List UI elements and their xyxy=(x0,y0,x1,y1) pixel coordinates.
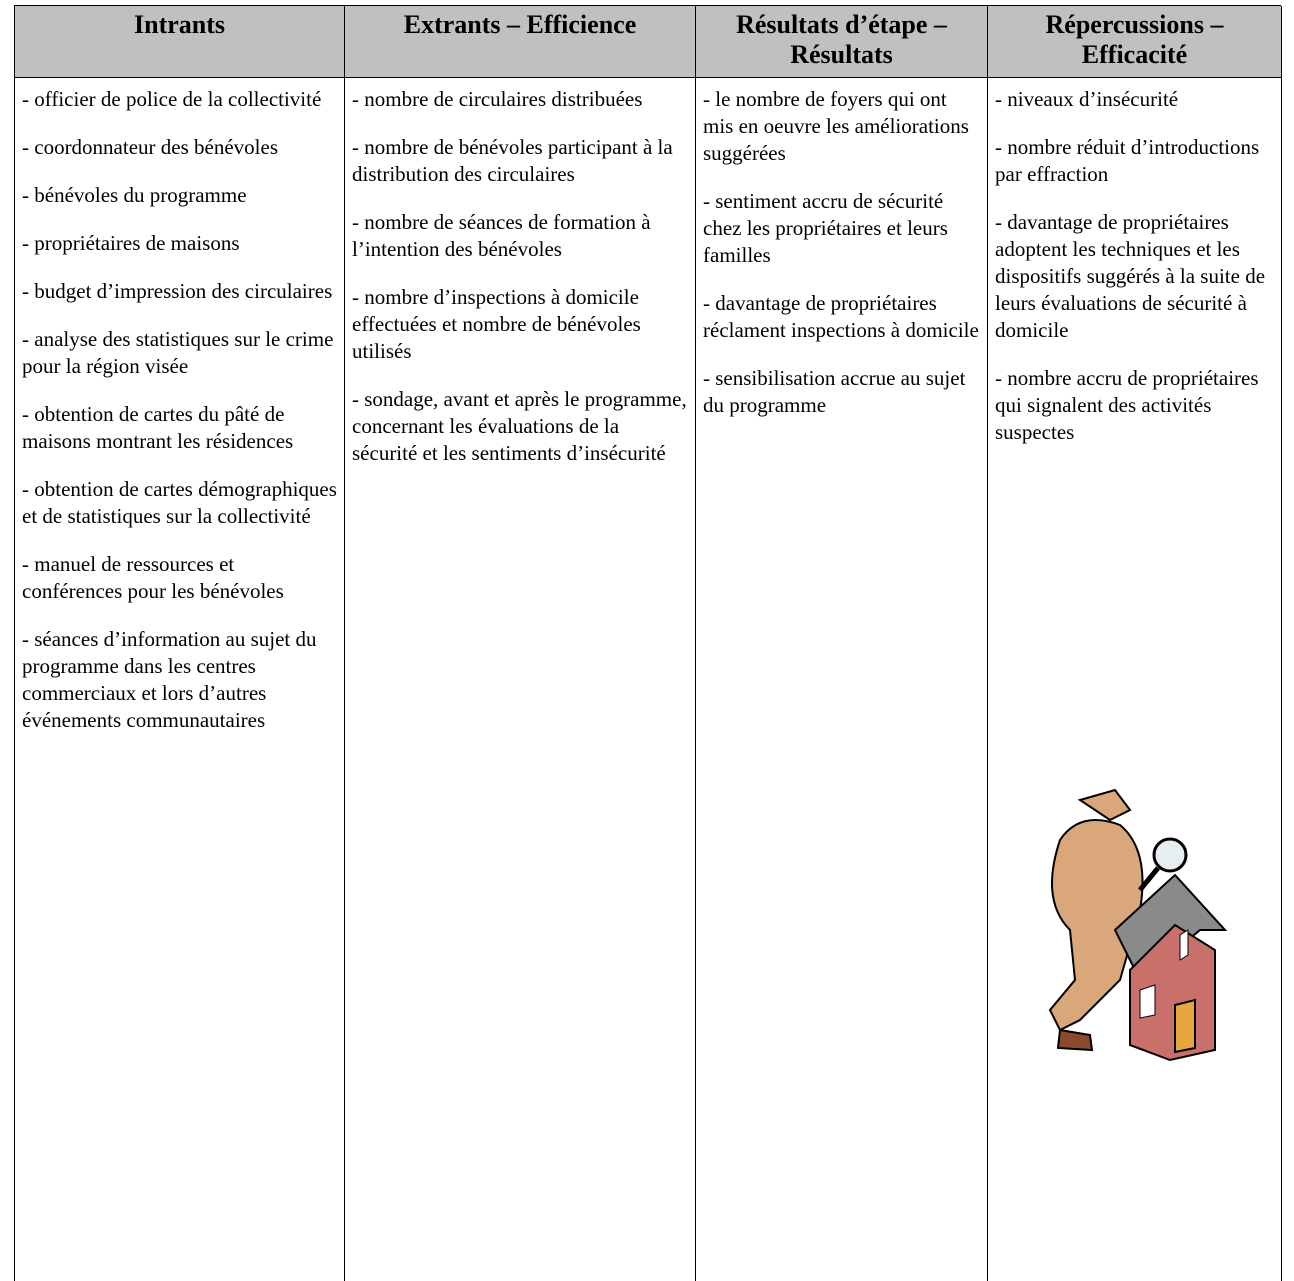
detective-illustration xyxy=(1048,788,1228,1062)
cell-item: - budget d’impression des circulaires xyxy=(22,279,333,303)
cell-item: - coordonnateur des bénévoles xyxy=(22,135,278,159)
table-column: Répercussions – Efficacité - niveaux d’in… xyxy=(988,6,1282,1281)
table-column: Intrants - officier de police de la colle… xyxy=(15,6,345,1281)
table-column: Résultats d’étape – Résultats - le nombre… xyxy=(696,6,988,1281)
column-cell: - niveaux d’insécurité - nombre réduit d’… xyxy=(988,78,1281,467)
cell-item: - nombre de circulaires distribuées xyxy=(352,87,643,111)
column-header: Résultats d’étape – Résultats xyxy=(696,6,987,78)
cell-item: - niveaux d’insécurité xyxy=(995,87,1179,111)
cell-item: - nombre de bénévoles participant à la d… xyxy=(352,135,673,186)
cell-item: - séances d’information au sujet du prog… xyxy=(22,627,317,732)
cell-item: - nombre d’inspections à domicile effect… xyxy=(352,285,641,363)
cell-item: - officier de police de la collectivité xyxy=(22,87,322,111)
column-header: Extrants – Efficience xyxy=(345,6,695,78)
cell-item: - sentiment accru de sécurité chez les p… xyxy=(703,189,948,267)
cell-item: - nombre de séances de formation à l’int… xyxy=(352,210,651,261)
column-header: Intrants xyxy=(15,6,344,78)
column-cell: - le nombre de foyers qui ont mis en oeu… xyxy=(696,78,987,440)
cell-item: - obtention de cartes démographiques et … xyxy=(22,477,337,528)
cell-item: - manuel de ressources et conférences po… xyxy=(22,552,284,603)
table: Intrants - officier de police de la colle… xyxy=(14,5,1282,1281)
cell-item: - nombre accru de propriétaires qui sign… xyxy=(995,366,1259,444)
cell-item: - nombre réduit d’introductions par effr… xyxy=(995,135,1260,186)
cell-item: - propriétaires de maisons xyxy=(22,231,240,255)
cell-item: - davantage de propriétaires réclament i… xyxy=(703,291,979,342)
cell-item: - davantage de propriétaires adoptent le… xyxy=(995,210,1266,342)
cell-item: - obtention de cartes du pâté de maisons… xyxy=(22,402,294,453)
table-column: Extrants – Efficience - nombre de circula… xyxy=(345,6,696,1281)
column-cell: - nombre de circulaires distribuées - nom… xyxy=(345,78,695,488)
cell-item: - bénévoles du programme xyxy=(22,183,247,207)
cell-item: - sondage, avant et après le programme, … xyxy=(352,387,687,465)
column-header: Répercussions – Efficacité xyxy=(988,6,1281,78)
cell-item: - sensibilisation accrue au sujet du pro… xyxy=(703,366,966,417)
cell-item: - le nombre de foyers qui ont mis en oeu… xyxy=(703,87,969,165)
column-cell: - officier de police de la collectivité -… xyxy=(15,78,344,755)
cell-item: - analyse des statistiques sur le crime … xyxy=(22,327,334,378)
